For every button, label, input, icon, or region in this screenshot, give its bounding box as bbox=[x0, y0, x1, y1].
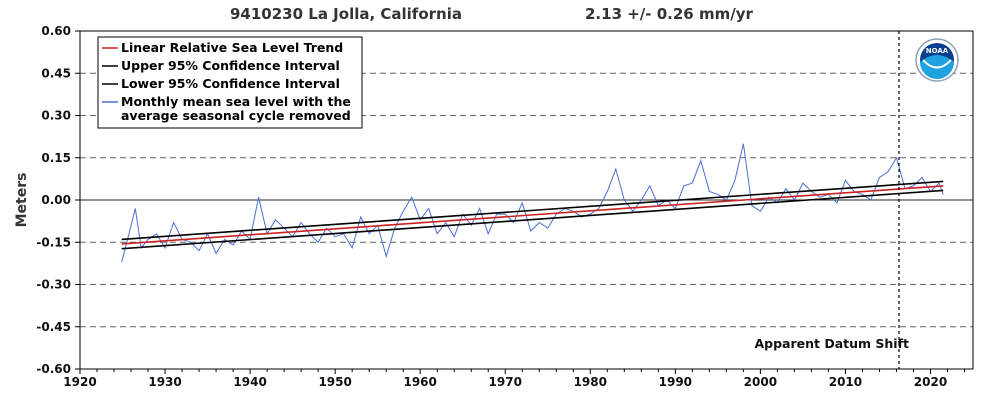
series-line-3 bbox=[121, 143, 944, 263]
y-tick-label: -0.45 bbox=[36, 320, 71, 334]
y-tick-label: 0.45 bbox=[41, 66, 71, 80]
x-tick-label: 1920 bbox=[63, 375, 96, 389]
datum-shift-annotation: Apparent Datum Shift bbox=[754, 336, 909, 351]
legend-label-line1: Monthly mean sea level with the bbox=[121, 94, 351, 109]
logo-text: NOAA bbox=[926, 47, 949, 55]
legend: Linear Relative Sea Level Trend Upper 95%… bbox=[97, 36, 363, 129]
logo-gull bbox=[922, 59, 952, 69]
x-tick-label: 1970 bbox=[489, 375, 522, 389]
y-tick-label: 0.60 bbox=[41, 24, 71, 38]
x-tick-label: 1980 bbox=[574, 375, 607, 389]
series-line-1 bbox=[121, 180, 944, 241]
x-tick-label: 2010 bbox=[829, 375, 862, 389]
series-line-0 bbox=[121, 185, 944, 245]
x-tick-label: 2000 bbox=[744, 375, 777, 389]
chart-title-station: 9410230 La Jolla, California bbox=[230, 5, 462, 23]
y-axis-label: Meters bbox=[14, 173, 30, 228]
noaa-logo: NOAA bbox=[915, 38, 959, 82]
legend-box bbox=[97, 36, 363, 129]
legend-label: Linear Relative Sea Level Trend bbox=[121, 40, 343, 55]
legend-label: Lower 95% Confidence Interval bbox=[121, 76, 340, 91]
y-tick-label: 0.30 bbox=[41, 109, 71, 123]
plot-frame bbox=[79, 30, 974, 370]
x-tick-label: 1950 bbox=[318, 375, 351, 389]
x-tick-label: 1960 bbox=[403, 375, 436, 389]
series-line-2 bbox=[121, 189, 944, 250]
x-tick-label: 1930 bbox=[148, 375, 181, 389]
legend-label: Upper 95% Confidence Interval bbox=[121, 58, 340, 73]
y-tick-label: 0.15 bbox=[41, 151, 71, 165]
x-tick-label: 1990 bbox=[659, 375, 692, 389]
legend-label-line2: average seasonal cycle removed bbox=[121, 108, 351, 123]
y-tick-label: 0.00 bbox=[41, 193, 71, 207]
y-tick-label: -0.30 bbox=[36, 278, 71, 292]
y-tick-label: -0.60 bbox=[36, 362, 71, 376]
x-tick-label: 2020 bbox=[914, 375, 947, 389]
chart-title-rate: 2.13 +/- 0.26 mm/yr bbox=[585, 5, 753, 23]
x-tick-label: 1940 bbox=[233, 375, 266, 389]
y-tick-label: -0.15 bbox=[36, 235, 71, 249]
